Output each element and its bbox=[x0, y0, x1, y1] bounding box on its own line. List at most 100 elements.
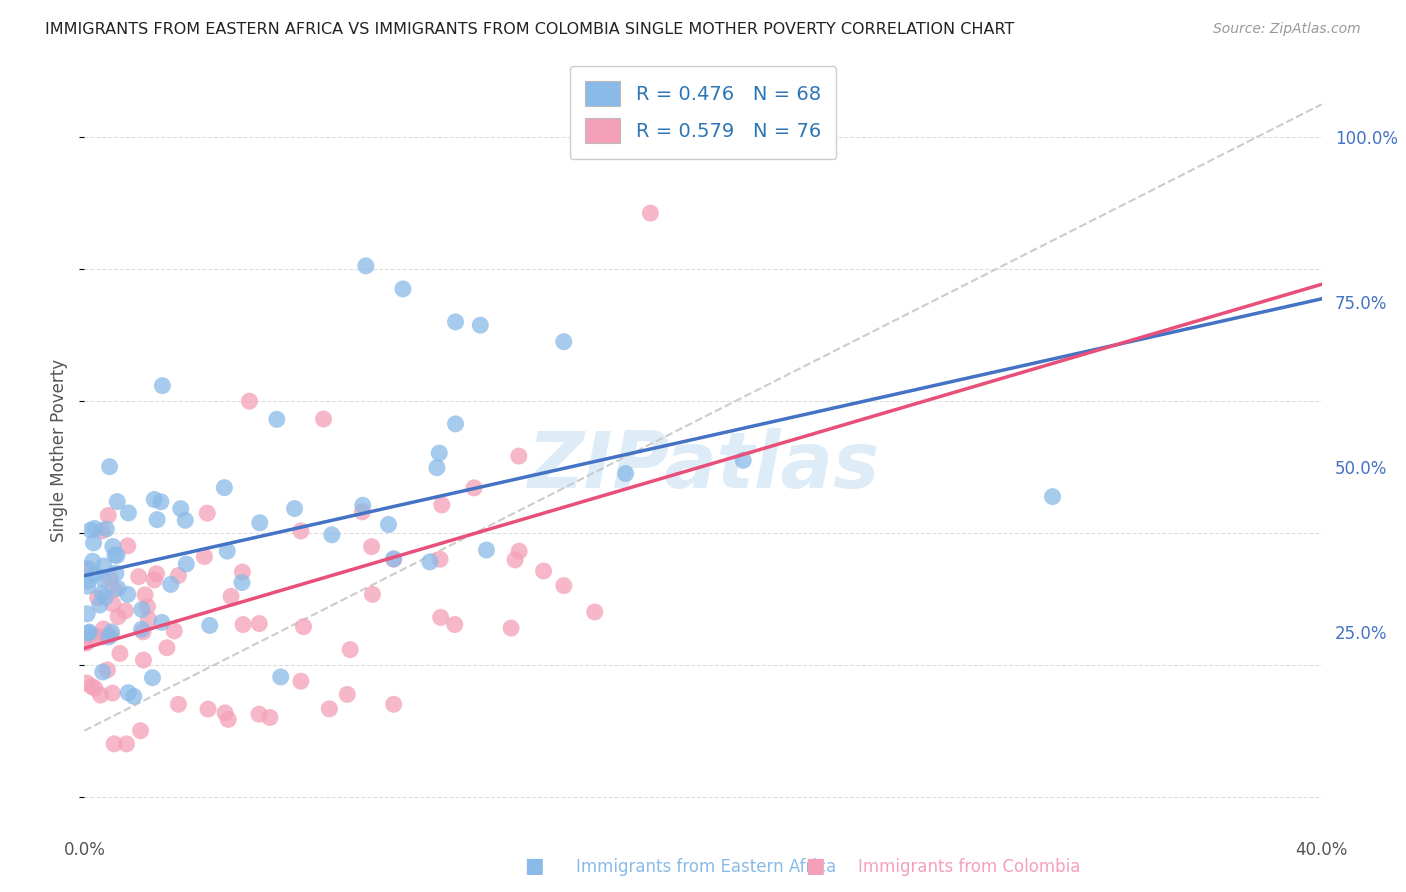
Point bbox=[232, 617, 254, 632]
Point bbox=[91, 630, 114, 644]
Point bbox=[583, 605, 606, 619]
Point bbox=[96, 663, 118, 677]
Point bbox=[198, 618, 221, 632]
Point bbox=[143, 573, 166, 587]
Point bbox=[321, 528, 343, 542]
Point bbox=[429, 552, 451, 566]
Point bbox=[76, 607, 98, 621]
Point bbox=[231, 565, 253, 579]
Point bbox=[122, 690, 145, 704]
Point bbox=[104, 566, 127, 581]
Point bbox=[77, 562, 100, 576]
Point bbox=[150, 378, 173, 392]
Point bbox=[159, 577, 181, 591]
Point bbox=[382, 551, 405, 566]
Point bbox=[75, 631, 97, 645]
Point bbox=[214, 706, 236, 720]
Point bbox=[553, 579, 575, 593]
Point bbox=[108, 647, 131, 661]
Point bbox=[174, 513, 197, 527]
Point bbox=[1042, 490, 1064, 504]
Point bbox=[503, 553, 526, 567]
Point bbox=[98, 459, 121, 474]
Point bbox=[238, 394, 260, 409]
Point bbox=[77, 574, 100, 588]
Point bbox=[352, 505, 374, 519]
Point bbox=[508, 449, 530, 463]
Point bbox=[444, 315, 467, 329]
Point bbox=[312, 412, 335, 426]
Point bbox=[93, 573, 115, 587]
Point bbox=[132, 624, 155, 639]
Point bbox=[117, 506, 139, 520]
Point bbox=[361, 587, 384, 601]
Point bbox=[170, 501, 193, 516]
Point bbox=[101, 686, 124, 700]
Point bbox=[463, 481, 485, 495]
Point bbox=[100, 628, 122, 642]
Point bbox=[533, 564, 555, 578]
Point bbox=[107, 609, 129, 624]
Point bbox=[132, 653, 155, 667]
Point bbox=[115, 737, 138, 751]
Point bbox=[336, 687, 359, 701]
Legend: R = 0.476   N = 68, R = 0.579   N = 76: R = 0.476 N = 68, R = 0.579 N = 76 bbox=[569, 66, 837, 159]
Point bbox=[290, 524, 312, 538]
Point bbox=[101, 540, 124, 554]
Point bbox=[75, 562, 97, 576]
Point bbox=[382, 552, 405, 566]
Point bbox=[117, 686, 139, 700]
Point bbox=[377, 517, 399, 532]
Point bbox=[197, 702, 219, 716]
Point bbox=[382, 698, 405, 712]
Point bbox=[131, 602, 153, 616]
Point bbox=[145, 566, 167, 581]
Y-axis label: Single Mother Poverty: Single Mother Poverty bbox=[51, 359, 69, 542]
Point bbox=[247, 616, 270, 631]
Point bbox=[149, 494, 172, 508]
Point bbox=[292, 620, 315, 634]
Point bbox=[75, 636, 97, 650]
Point bbox=[392, 282, 415, 296]
Point bbox=[146, 513, 169, 527]
Point bbox=[553, 334, 575, 349]
Point bbox=[318, 702, 340, 716]
Point bbox=[80, 679, 103, 693]
Point bbox=[97, 508, 120, 523]
Point bbox=[103, 737, 125, 751]
Point bbox=[100, 624, 122, 639]
Point bbox=[97, 630, 120, 644]
Point bbox=[266, 412, 288, 426]
Point bbox=[443, 617, 465, 632]
Point bbox=[150, 615, 173, 630]
Point bbox=[114, 604, 136, 618]
Text: ■: ■ bbox=[806, 856, 825, 876]
Point bbox=[136, 599, 159, 614]
Point bbox=[93, 622, 115, 636]
Point bbox=[101, 597, 124, 611]
Point bbox=[339, 642, 361, 657]
Point bbox=[475, 543, 498, 558]
Point bbox=[79, 625, 101, 640]
Point bbox=[84, 567, 107, 582]
Point bbox=[214, 481, 236, 495]
Point bbox=[429, 610, 451, 624]
Point bbox=[427, 446, 450, 460]
Point bbox=[83, 681, 105, 696]
Point bbox=[430, 498, 453, 512]
Point bbox=[84, 629, 107, 643]
Text: Source: ZipAtlas.com: Source: ZipAtlas.com bbox=[1213, 22, 1361, 37]
Point bbox=[91, 524, 114, 538]
Point bbox=[105, 549, 128, 563]
Point bbox=[83, 536, 105, 550]
Point bbox=[419, 555, 441, 569]
Point bbox=[231, 575, 253, 590]
Point bbox=[508, 544, 530, 558]
Point bbox=[249, 516, 271, 530]
Point bbox=[499, 621, 522, 635]
Point bbox=[96, 522, 118, 536]
Point bbox=[86, 591, 108, 605]
Point bbox=[167, 698, 190, 712]
Point bbox=[163, 624, 186, 638]
Point bbox=[107, 582, 129, 596]
